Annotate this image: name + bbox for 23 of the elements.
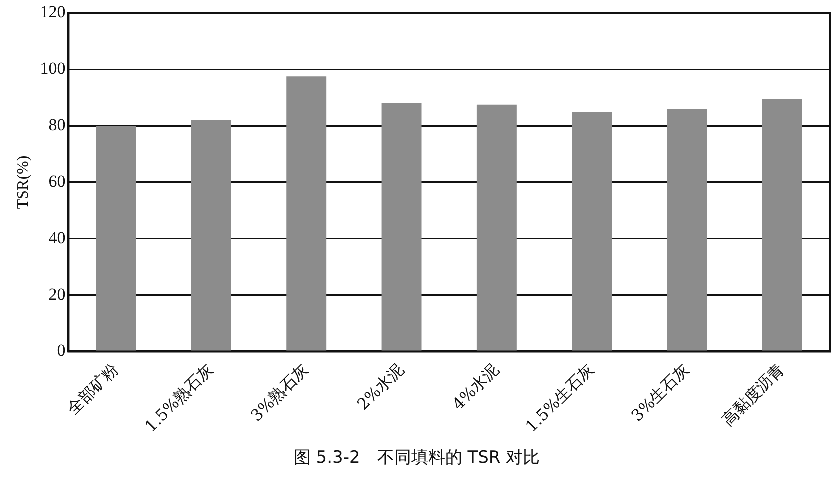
bar xyxy=(667,109,708,351)
bar xyxy=(382,103,422,351)
bar xyxy=(286,76,327,351)
x-tick-label: 4%水泥 xyxy=(448,360,503,414)
y-axis-title: TSR(%) xyxy=(14,156,32,210)
x-tick-label: 3%生石灰 xyxy=(628,360,694,426)
y-tick-label: 60 xyxy=(48,172,66,191)
y-tick-label: 0 xyxy=(57,341,66,360)
bar xyxy=(96,126,136,351)
bar xyxy=(476,104,517,351)
x-tick-label: 高黏度沥青 xyxy=(718,360,788,430)
bar xyxy=(572,112,612,351)
y-tick-label: 120 xyxy=(40,2,66,22)
x-tick-label: 2%水泥 xyxy=(354,360,408,414)
x-tick-label: 3%熟石灰 xyxy=(247,360,312,426)
bar xyxy=(762,99,802,351)
caption: 图 5.3-2 不同填料的 TSR 对比 xyxy=(292,447,542,469)
y-tick-label: 20 xyxy=(48,284,66,304)
y-tick-label: 40 xyxy=(48,228,66,248)
y-tick-label: 80 xyxy=(48,116,66,135)
y-tick-label: 100 xyxy=(40,59,66,78)
x-tick-label: 全部矿粉 xyxy=(63,360,122,419)
bar xyxy=(191,120,232,351)
